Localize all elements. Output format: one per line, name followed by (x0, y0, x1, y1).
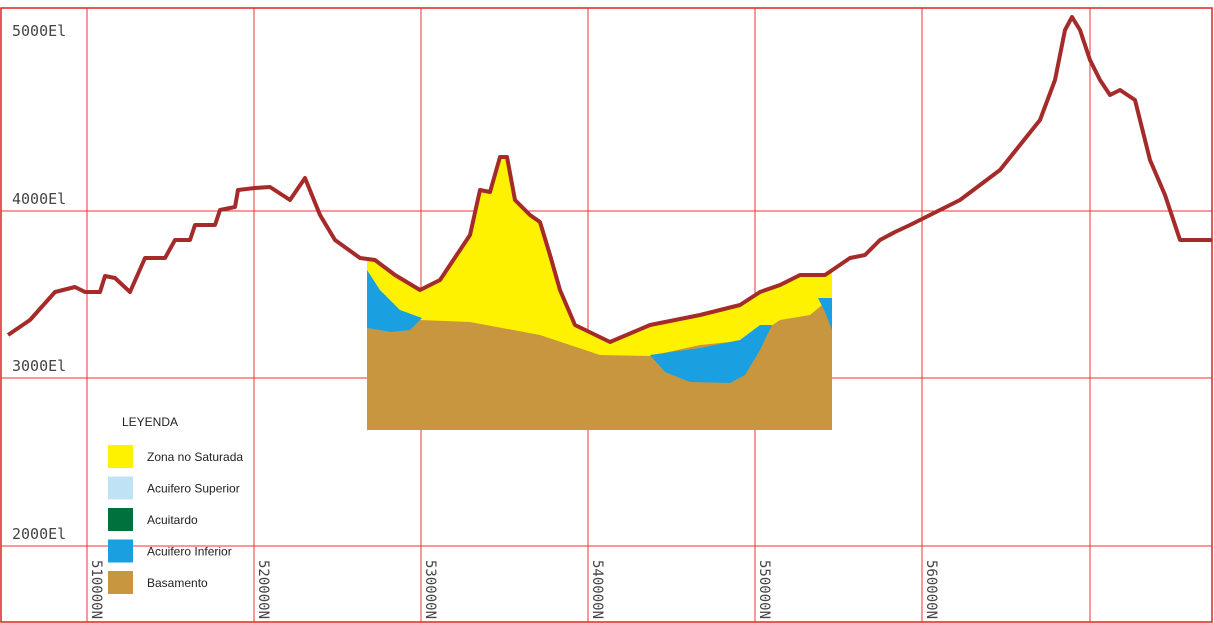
legend-swatch (108, 445, 133, 468)
terrain-profile (6, 15, 1212, 344)
legend-label: Acuifero Superior (147, 482, 240, 496)
acuifero-inferior (650, 325, 772, 383)
acuifero-inferior (367, 270, 422, 332)
x-label: 530000N (422, 560, 438, 619)
legend-swatch (108, 508, 133, 531)
legend-swatch (108, 539, 133, 563)
legend-label: Zona no Saturada (147, 450, 243, 464)
frame (0, 7, 1213, 623)
basamento (367, 305, 832, 430)
acuifero-inferior (818, 298, 832, 330)
legend-label: Basamento (147, 576, 208, 590)
legend-swatch (108, 476, 133, 500)
legend-label: Acuitardo (147, 513, 198, 527)
legend-swatch (108, 571, 133, 594)
y-label: 4000El (12, 190, 66, 208)
x-label: 520000N (255, 560, 271, 619)
x-label: 550000N (756, 560, 772, 619)
legend-label: Acuifero Inferior (147, 545, 232, 559)
y-label: 3000El (12, 357, 66, 375)
x-label: 540000N (589, 560, 605, 619)
x-label: 510000N (88, 560, 104, 619)
y-label: 5000El (12, 22, 66, 40)
x-label: 560000N (923, 560, 939, 619)
y-label: 2000El (12, 525, 66, 543)
legend-title: LEYENDA (122, 415, 178, 429)
